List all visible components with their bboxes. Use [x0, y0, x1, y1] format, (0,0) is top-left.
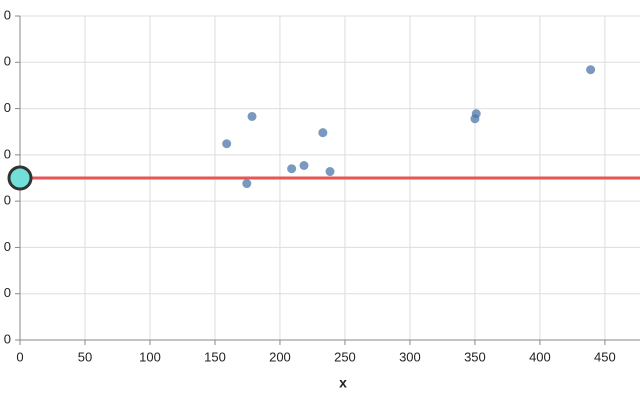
point: [299, 161, 309, 171]
point: [242, 179, 252, 189]
point: [287, 164, 297, 174]
y-tick-label: 0: [4, 146, 11, 161]
point: [247, 111, 257, 121]
point: [325, 167, 335, 177]
x-tick-label: 450: [594, 349, 616, 364]
x-tick-label: 350: [464, 349, 486, 364]
point: [471, 109, 481, 119]
y-tick-label: 0: [4, 239, 11, 254]
rule-handle[interactable]: [7, 165, 33, 191]
y-tick-label: 0: [4, 331, 11, 346]
x-tick-label: 0: [16, 349, 23, 364]
y-tick-label: 0: [4, 7, 11, 22]
point: [222, 139, 232, 149]
x-tick-label: 50: [78, 349, 92, 364]
y-tick-label: 0: [4, 100, 11, 115]
y-tick-label: 0: [4, 193, 11, 208]
x-tick-label: 400: [529, 349, 551, 364]
x-tick-label: 150: [204, 349, 226, 364]
x-tick-label: 200: [269, 349, 291, 364]
x-tick-label: 100: [139, 349, 161, 364]
point: [586, 65, 596, 75]
y-tick-label: 0: [4, 285, 11, 300]
y-tick-label: 0: [4, 54, 11, 69]
x-tick-label: 250: [334, 349, 356, 364]
x-axis-label: x: [339, 375, 347, 391]
point: [318, 128, 328, 138]
x-tick-label: 300: [399, 349, 421, 364]
